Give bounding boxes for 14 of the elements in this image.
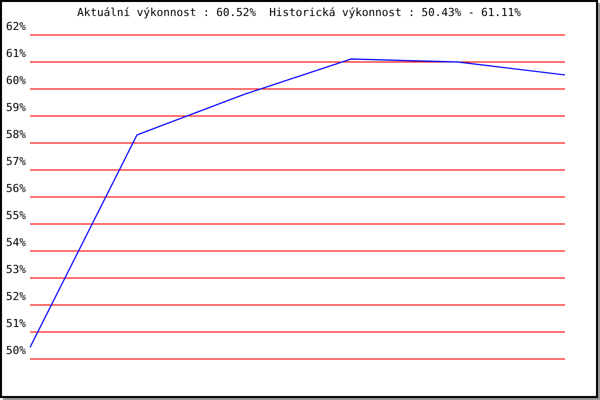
y-tick-label: 55% [6,209,26,222]
y-tick-label: 51% [6,317,26,330]
y-tick-label: 62% [6,20,26,33]
y-tick-label: 58% [6,128,26,141]
y-tick-label: 53% [6,263,26,276]
y-tick-label: 57% [6,155,26,168]
y-tick-label: 61% [6,47,26,60]
y-tick-label: 54% [6,236,26,249]
y-tick-label: 59% [6,101,26,114]
chart-title: Aktuální výkonnost : 60.52% Historická výkonnost : 50.43% - 61.11% [76,6,522,19]
y-tick-label: 52% [6,290,26,303]
y-tick-label: 60% [6,74,26,87]
y-tick-label: 56% [6,182,26,195]
y-tick-label: 50% [6,344,26,357]
